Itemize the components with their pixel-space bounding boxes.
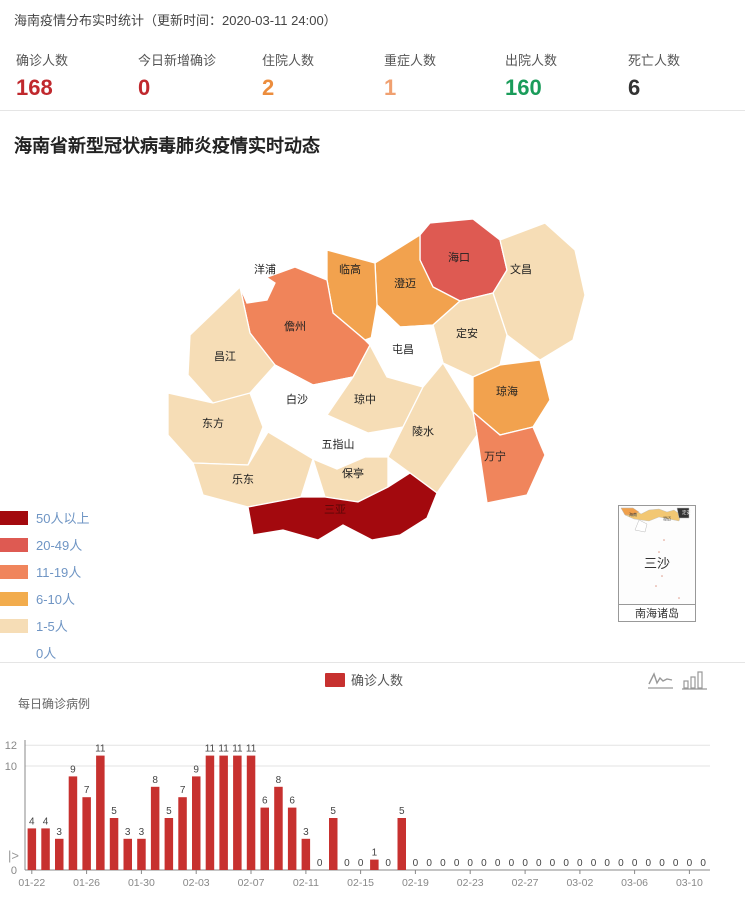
svg-text:0: 0 [11, 865, 17, 877]
svg-text:5: 5 [330, 806, 336, 817]
svg-text:5: 5 [166, 806, 172, 817]
svg-text:0: 0 [618, 858, 624, 869]
svg-text:0: 0 [454, 858, 460, 869]
svg-text:定安: 定安 [456, 326, 478, 340]
svg-text:0: 0 [440, 858, 446, 869]
svg-text:7: 7 [180, 785, 186, 796]
svg-text:03-02: 03-02 [566, 877, 593, 889]
svg-text:陵水: 陵水 [412, 425, 434, 438]
svg-text:昌江: 昌江 [214, 350, 236, 363]
svg-text:03-06: 03-06 [621, 877, 648, 889]
svg-text:三亚: 三亚 [324, 504, 346, 516]
svg-text:9: 9 [70, 764, 76, 775]
svg-text:0: 0 [495, 858, 501, 869]
svg-text:儋州: 儋州 [284, 320, 306, 333]
svg-text:0: 0 [659, 858, 665, 869]
svg-text:东方: 东方 [202, 416, 224, 430]
svg-text:12: 12 [5, 740, 17, 752]
svg-text:0: 0 [413, 858, 419, 869]
svg-text:11: 11 [246, 744, 257, 755]
svg-text:0: 0 [604, 858, 610, 869]
svg-text:03-10: 03-10 [676, 877, 703, 889]
svg-text:01-22: 01-22 [18, 877, 45, 889]
svg-text:0: 0 [467, 858, 473, 869]
svg-text:0: 0 [509, 858, 515, 869]
svg-text:0: 0 [522, 858, 528, 869]
svg-text:01-26: 01-26 [73, 877, 100, 889]
svg-text:洋浦: 洋浦 [254, 262, 276, 276]
svg-text:3: 3 [303, 827, 309, 838]
svg-text:乐东: 乐东 [232, 473, 254, 486]
svg-text:01-30: 01-30 [128, 877, 155, 889]
svg-text:02-11: 02-11 [293, 877, 319, 889]
svg-text:澄迈: 澄迈 [394, 276, 416, 290]
svg-text:9: 9 [193, 764, 199, 775]
svg-text:5: 5 [111, 806, 117, 817]
svg-text:0: 0 [426, 858, 432, 869]
svg-text:0: 0 [646, 858, 652, 869]
svg-text:0: 0 [344, 858, 350, 869]
svg-text:0: 0 [563, 858, 569, 869]
svg-text:7: 7 [84, 785, 90, 796]
svg-text:11: 11 [232, 744, 243, 755]
svg-text:3: 3 [125, 827, 131, 838]
svg-text:白沙: 白沙 [286, 392, 308, 406]
svg-text:屯昌: 屯昌 [392, 343, 414, 356]
svg-text:10: 10 [5, 761, 17, 773]
svg-text:0: 0 [591, 858, 597, 869]
svg-text:02-03: 02-03 [183, 877, 210, 889]
svg-text:海南: 海南 [629, 511, 637, 517]
svg-text:0: 0 [673, 858, 679, 869]
svg-text:6: 6 [262, 796, 268, 807]
svg-text:0: 0 [385, 858, 391, 869]
svg-text:琼海: 琼海 [496, 384, 518, 398]
svg-text:文昌: 文昌 [510, 262, 532, 276]
svg-text:8: 8 [276, 775, 282, 786]
svg-text:0: 0 [536, 858, 542, 869]
svg-text:0: 0 [700, 858, 706, 869]
svg-text:0: 0 [687, 858, 693, 869]
svg-text:4: 4 [43, 816, 49, 827]
svg-text:0: 0 [358, 858, 364, 869]
svg-text:6: 6 [289, 796, 295, 807]
svg-text:1: 1 [372, 848, 378, 859]
svg-text:8: 8 [152, 775, 158, 786]
svg-text:0: 0 [481, 858, 487, 869]
svg-text:五指山: 五指山 [322, 437, 355, 451]
svg-text:3: 3 [56, 827, 62, 838]
svg-text:5: 5 [399, 806, 405, 817]
svg-text:4: 4 [29, 816, 35, 827]
svg-text:0: 0 [317, 858, 323, 869]
svg-text:02-15: 02-15 [347, 877, 374, 889]
svg-text:02-27: 02-27 [512, 877, 539, 889]
svg-text:万宁: 万宁 [484, 449, 506, 463]
svg-text:三沙: 三沙 [644, 556, 670, 571]
svg-text:海口: 海口 [448, 250, 470, 264]
svg-text:临高: 临高 [339, 262, 361, 276]
svg-text:0: 0 [550, 858, 556, 869]
svg-text:定安: 定安 [682, 509, 691, 516]
svg-text:11: 11 [218, 744, 229, 755]
svg-text:澄迈: 澄迈 [663, 515, 671, 521]
svg-text:3: 3 [139, 827, 145, 838]
svg-text:11: 11 [205, 744, 216, 755]
svg-text:0: 0 [632, 858, 638, 869]
svg-text:02-19: 02-19 [402, 877, 429, 889]
svg-text:保亭: 保亭 [342, 466, 364, 480]
svg-text:11: 11 [95, 744, 106, 755]
svg-text:琼中: 琼中 [354, 392, 376, 406]
svg-text:0: 0 [577, 858, 583, 869]
svg-text:02-23: 02-23 [457, 877, 484, 889]
svg-text:02-07: 02-07 [238, 877, 265, 889]
